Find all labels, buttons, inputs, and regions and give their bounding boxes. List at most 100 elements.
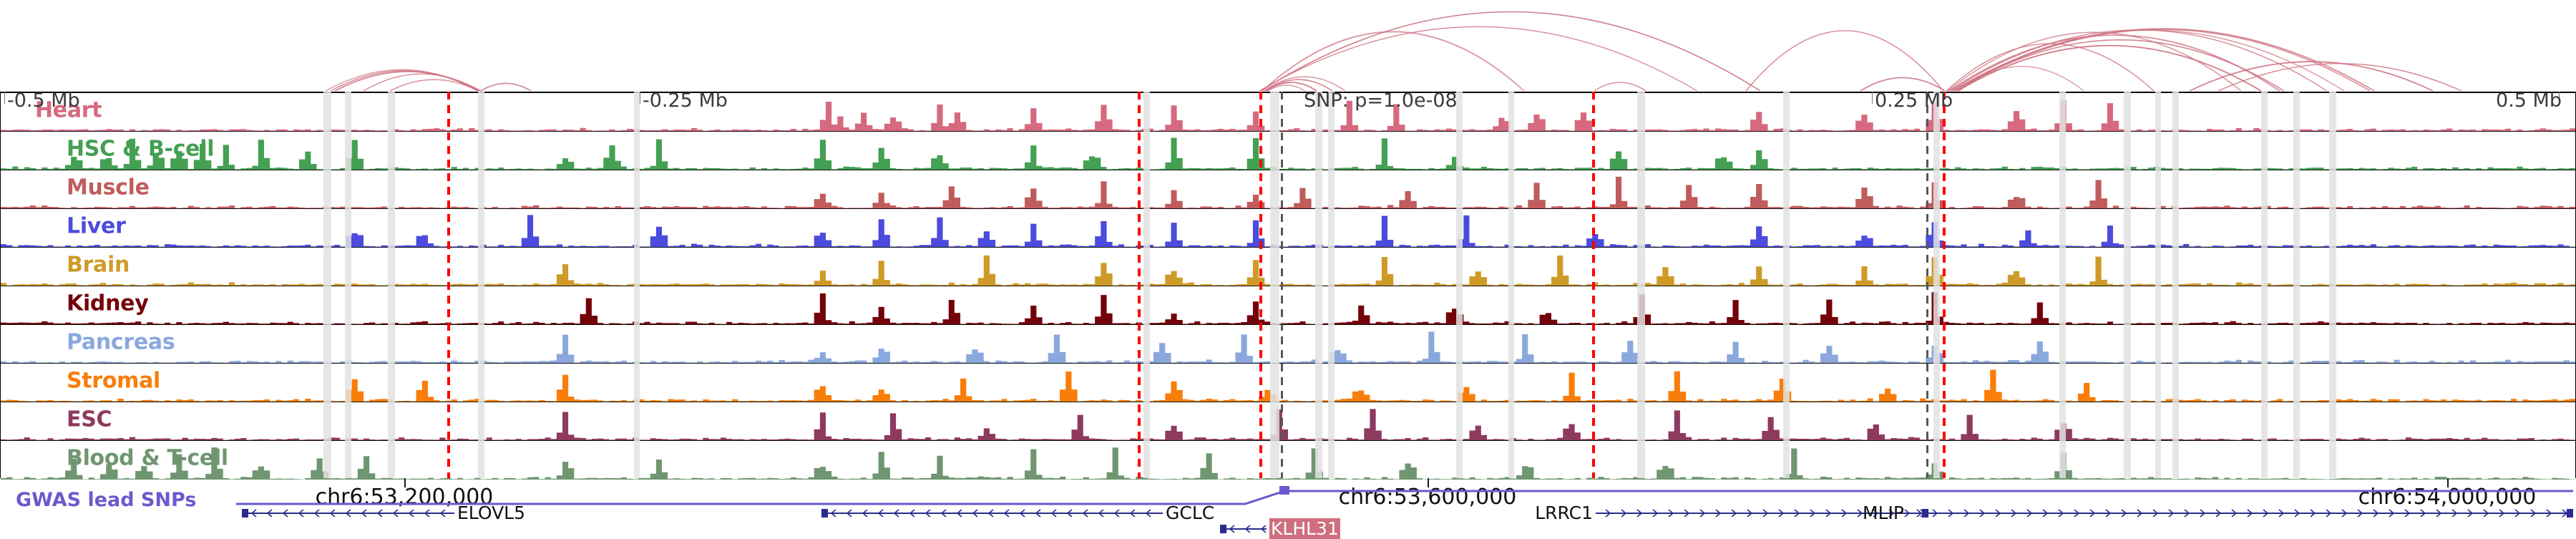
strand-arrow-icon — [2436, 509, 2442, 518]
interaction-arc — [2189, 61, 2434, 92]
strand-arrow-icon — [2042, 509, 2049, 518]
strand-arrow-icon — [2451, 509, 2458, 518]
signal-profile — [1, 409, 2575, 440]
signal-track-hsc-b-cell[interactable]: HSC & B-cell — [1, 132, 2575, 170]
gwas-lead-snp-marker[interactable] — [1279, 486, 1289, 495]
track-label: HSC & B-cell — [67, 136, 215, 162]
signal-track-stromal[interactable]: Stromal — [1, 364, 2575, 402]
interaction-arc — [1956, 39, 2285, 92]
strand-arrow-icon — [893, 509, 899, 518]
gene-row: ELOVL5 GCLC LRRC1 MLIP — [0, 502, 2576, 523]
gene-body[interactable] — [0, 521, 2576, 537]
strand-arrow-icon — [2152, 509, 2159, 518]
strand-arrow-icon — [2026, 509, 2033, 518]
coordinate-tick — [1428, 478, 1429, 487]
gene-row: KLHL31 — [0, 518, 2576, 539]
strand-arrow-icon — [877, 509, 884, 518]
strand-arrow-icon — [1019, 509, 1025, 518]
strand-arrow-icon — [1050, 509, 1057, 518]
signal-track-esc[interactable]: ESC — [1, 402, 2575, 441]
strand-arrow-icon — [2546, 509, 2552, 518]
strand-arrow-icon — [392, 509, 399, 518]
signal-area — [1, 409, 2575, 440]
signal-track-blood-t-cell[interactable]: Blood & T-cell — [1, 441, 2575, 480]
gene-terminal-exon — [242, 509, 248, 518]
gene-body[interactable] — [0, 505, 2576, 521]
signal-track-heart[interactable]: Heart — [1, 93, 2575, 132]
strand-arrow-icon — [2137, 509, 2143, 518]
gene-body[interactable] — [0, 505, 2576, 521]
strand-arrow-icon — [940, 509, 947, 518]
gene-label[interactable]: KLHL31 — [1269, 518, 1340, 539]
signal-track-stack: Heart HSC & B-cell Muscle Liver Brain Kidney P… — [0, 92, 2576, 480]
interaction-arc — [1262, 31, 1525, 92]
interaction-arc — [2218, 63, 2462, 92]
strand-arrow-icon — [2184, 509, 2190, 518]
strand-arrow-icon — [1003, 509, 1010, 518]
gene-terminal-exon — [1220, 525, 1226, 533]
interaction-arc — [480, 82, 532, 92]
gwas-connector-line — [236, 490, 1285, 505]
strand-arrow-icon — [2341, 509, 2348, 518]
interaction-arc — [1947, 31, 2242, 92]
strand-arrow-icon — [361, 509, 367, 518]
strand-arrow-icon — [2483, 509, 2489, 518]
signal-track-brain[interactable]: Brain — [1, 248, 2575, 286]
strand-arrow-icon — [2105, 509, 2112, 518]
gene-body[interactable] — [0, 505, 2576, 521]
strand-arrow-icon — [1636, 509, 1643, 518]
gene-label[interactable]: ELOVL5 — [457, 502, 526, 523]
signal-profile — [1, 369, 2575, 402]
signal-area — [1, 137, 2575, 170]
signal-profile — [1, 292, 2575, 324]
strand-arrow-icon — [1098, 509, 1104, 518]
signal-track-pancreas[interactable]: Pancreas — [1, 325, 2575, 364]
track-label: Brain — [67, 252, 130, 278]
strand-arrow-icon — [2326, 509, 2332, 518]
gwas-lead-snps-track[interactable]: GWAS lead SNPs — [0, 485, 2576, 514]
strand-arrow-icon — [1932, 509, 1938, 518]
gene-label[interactable]: LRRC1 — [1535, 502, 1593, 523]
gwas-track-label: GWAS lead SNPs — [16, 489, 197, 511]
strand-arrow-icon — [1605, 509, 1611, 518]
strand-arrow-icon — [376, 509, 383, 518]
strand-arrow-icon — [1621, 509, 1627, 518]
signal-track-muscle[interactable]: Muscle — [1, 170, 2575, 209]
signal-track-kidney[interactable]: Kidney — [1, 286, 2575, 325]
signal-profile — [1, 176, 2575, 208]
signal-area — [1, 369, 2575, 402]
signal-profile — [1, 100, 2575, 131]
strand-arrow-icon — [282, 509, 288, 518]
coordinate-axis: chr6:53,200,000 chr6:53,600,000 chr6:54,00… — [0, 478, 2576, 511]
gwas-svg — [236, 486, 2573, 505]
strand-arrow-icon — [439, 509, 446, 518]
strand-arrow-icon — [2373, 509, 2379, 518]
strand-arrow-icon — [909, 509, 915, 518]
track-label: Stromal — [67, 368, 161, 394]
signal-area — [1, 331, 2575, 363]
signal-profile — [1, 447, 2575, 480]
strand-arrow-icon — [1916, 509, 1923, 518]
strand-arrow-icon — [2263, 509, 2269, 518]
strand-arrow-icon — [1229, 525, 1235, 533]
strand-arrow-icon — [1995, 509, 2001, 518]
track-label: Kidney — [67, 291, 149, 316]
strand-arrow-icon — [298, 509, 304, 518]
gene-label[interactable]: MLIP — [1863, 502, 1904, 523]
strand-arrow-icon — [266, 509, 273, 518]
signal-profile — [1, 331, 2575, 363]
strand-arrow-icon — [1731, 509, 1737, 518]
track-label: Heart — [35, 97, 102, 123]
signal-profile — [1, 137, 2575, 170]
strand-arrow-icon — [2310, 509, 2316, 518]
interaction-arc — [1594, 82, 1646, 92]
signal-track-liver[interactable]: Liver — [1, 209, 2575, 248]
gene-label[interactable]: GCLC — [1166, 502, 1215, 523]
strand-arrow-icon — [2231, 509, 2238, 518]
strand-arrow-icon — [1145, 509, 1151, 518]
strand-arrow-icon — [2499, 509, 2505, 518]
strand-arrow-icon — [1082, 509, 1088, 518]
strand-arrow-icon — [2294, 509, 2301, 518]
strand-arrow-icon — [2357, 509, 2363, 518]
gene-terminal-exon — [2567, 509, 2573, 518]
